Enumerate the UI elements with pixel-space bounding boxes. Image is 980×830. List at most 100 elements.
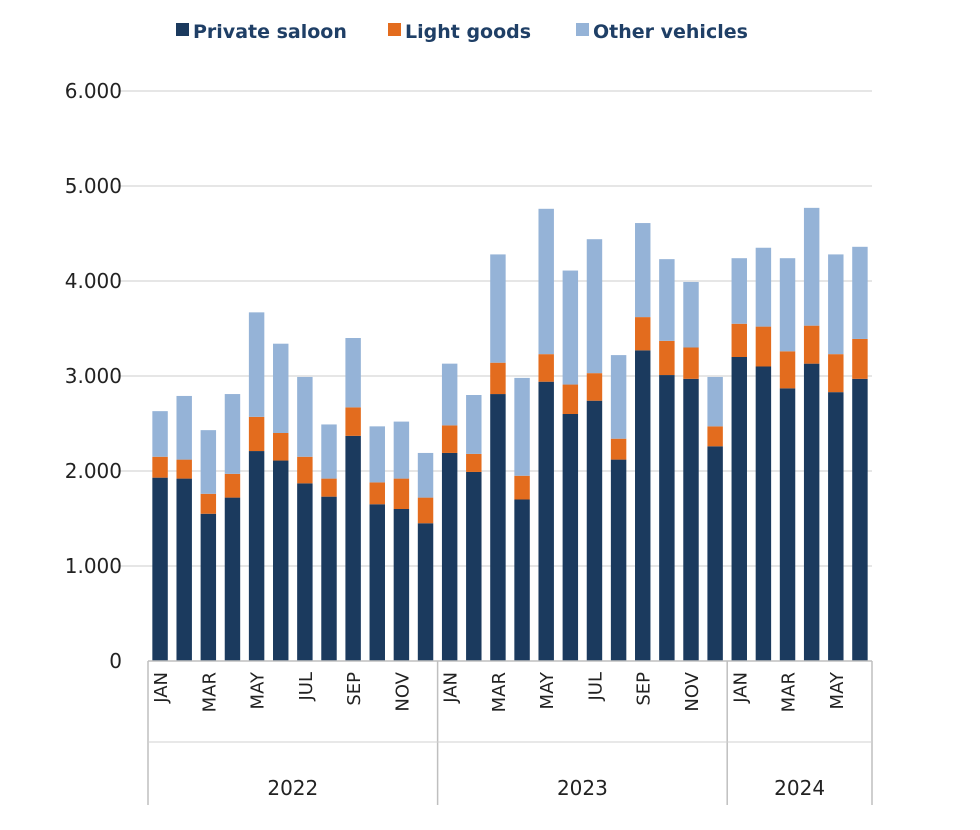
bar-private-saloon-12 <box>441 452 458 661</box>
bar-private-saloon-25 <box>755 366 772 661</box>
x-tick-label: MAY <box>537 671 558 709</box>
x-tick-label: NOV <box>392 671 413 711</box>
bar-other-vehicles-6 <box>297 376 313 457</box>
bar-other-vehicles-11 <box>417 452 434 498</box>
bar-other-vehicles-21 <box>659 259 675 341</box>
bar-light-goods-1 <box>176 459 192 479</box>
bar-other-vehicles-0 <box>152 411 168 457</box>
bar-other-vehicles-25 <box>755 247 772 327</box>
bar-private-saloon-17 <box>562 414 579 661</box>
legend-label: Other vehicles <box>593 21 748 43</box>
bar-private-saloon-5 <box>273 460 289 661</box>
bar-private-saloon-20 <box>635 350 651 661</box>
bar-light-goods-8 <box>345 407 361 436</box>
year-label: 2022 <box>267 776 318 800</box>
bar-private-saloon-27 <box>803 363 820 661</box>
bar-private-saloon-13 <box>466 471 482 661</box>
bar-private-saloon-7 <box>321 496 337 661</box>
bar-light-goods-25 <box>755 326 772 367</box>
bar-other-vehicles-19 <box>610 355 627 439</box>
bar-other-vehicles-4 <box>248 312 265 417</box>
bar-other-vehicles-18 <box>586 239 603 374</box>
bar-light-goods-13 <box>466 453 482 472</box>
x-tick-label: MAY <box>248 671 269 709</box>
bar-private-saloon-21 <box>659 375 675 661</box>
bar-other-vehicles-15 <box>514 377 530 476</box>
bar-light-goods-23 <box>707 426 723 447</box>
bar-other-vehicles-29 <box>852 246 868 339</box>
x-tick-label: NOV <box>682 671 703 711</box>
y-tick-label: 2.000 <box>65 459 122 483</box>
bar-other-vehicles-1 <box>176 395 192 460</box>
bars <box>152 207 868 661</box>
bar-private-saloon-10 <box>393 509 410 661</box>
bar-other-vehicles-2 <box>200 430 217 494</box>
bar-private-saloon-11 <box>417 523 434 661</box>
bar-other-vehicles-10 <box>393 421 410 479</box>
bar-other-vehicles-26 <box>779 258 796 352</box>
bar-light-goods-27 <box>803 325 820 364</box>
bar-light-goods-11 <box>417 497 434 524</box>
bar-private-saloon-29 <box>852 378 868 661</box>
y-tick-label: 0 <box>109 649 122 673</box>
bar-private-saloon-14 <box>490 394 506 661</box>
bar-light-goods-0 <box>152 456 168 478</box>
bar-private-saloon-28 <box>828 392 844 661</box>
legend-label: Private saloon <box>193 21 347 43</box>
bar-light-goods-10 <box>393 478 410 509</box>
bar-light-goods-6 <box>297 456 313 484</box>
y-tick-label: 5.000 <box>65 174 122 198</box>
legend: Private saloon Light goods Other vehicles <box>176 21 748 43</box>
bar-light-goods-16 <box>538 354 554 382</box>
bar-light-goods-9 <box>369 482 385 505</box>
bar-other-vehicles-14 <box>490 254 506 363</box>
bar-other-vehicles-17 <box>562 270 579 385</box>
y-axis-ticks: 0 1.000 2.000 3.000 4.000 5.000 6.000 <box>65 79 122 673</box>
x-tick-label: MAY <box>827 671 848 709</box>
bar-other-vehicles-3 <box>224 394 241 474</box>
x-tick-label: SEP <box>344 672 365 706</box>
bar-private-saloon-1 <box>176 478 192 661</box>
bar-other-vehicles-27 <box>803 207 820 326</box>
bar-light-goods-19 <box>610 438 627 460</box>
legend-swatch-0 <box>176 23 189 36</box>
bar-light-goods-24 <box>731 323 747 357</box>
bar-private-saloon-26 <box>779 388 796 661</box>
bar-light-goods-7 <box>321 478 337 497</box>
year-label: 2023 <box>557 776 608 800</box>
bar-light-goods-5 <box>273 433 289 461</box>
bar-private-saloon-22 <box>683 378 699 661</box>
bar-light-goods-29 <box>852 338 868 379</box>
bar-light-goods-18 <box>586 373 603 401</box>
bar-light-goods-15 <box>514 475 530 500</box>
bar-other-vehicles-22 <box>683 281 699 348</box>
bar-light-goods-21 <box>659 340 675 376</box>
bar-other-vehicles-20 <box>635 223 651 318</box>
x-tick-label: JUL <box>296 672 317 702</box>
x-tick-label: SEP <box>634 672 655 706</box>
bar-other-vehicles-7 <box>321 424 337 479</box>
legend-label: Light goods <box>405 21 531 43</box>
y-tick-label: 3.000 <box>65 364 122 388</box>
bar-light-goods-12 <box>441 425 458 453</box>
bar-light-goods-3 <box>224 473 241 498</box>
bar-private-saloon-18 <box>586 400 603 661</box>
x-tick-label: MAR <box>489 672 510 712</box>
x-tick-label: JUL <box>585 672 606 702</box>
bar-light-goods-4 <box>248 416 265 452</box>
x-tick-label: MAR <box>779 672 800 712</box>
bar-private-saloon-23 <box>707 446 723 661</box>
x-tick-label: JAN <box>151 672 172 704</box>
y-tick-label: 1.000 <box>65 554 122 578</box>
bar-light-goods-26 <box>779 351 796 389</box>
bar-other-vehicles-24 <box>731 258 747 324</box>
x-tick-label: MAR <box>199 672 220 712</box>
bar-private-saloon-6 <box>297 483 313 661</box>
bar-light-goods-2 <box>200 493 217 514</box>
x-axis: JAN MAR MAY JUL SEP NOV JAN MAR MAY JUL SEP NOV JAN M… <box>147 660 873 805</box>
bar-light-goods-14 <box>490 362 506 395</box>
bar-private-saloon-16 <box>538 381 554 661</box>
bar-other-vehicles-13 <box>466 395 482 454</box>
year-label: 2024 <box>774 776 825 800</box>
